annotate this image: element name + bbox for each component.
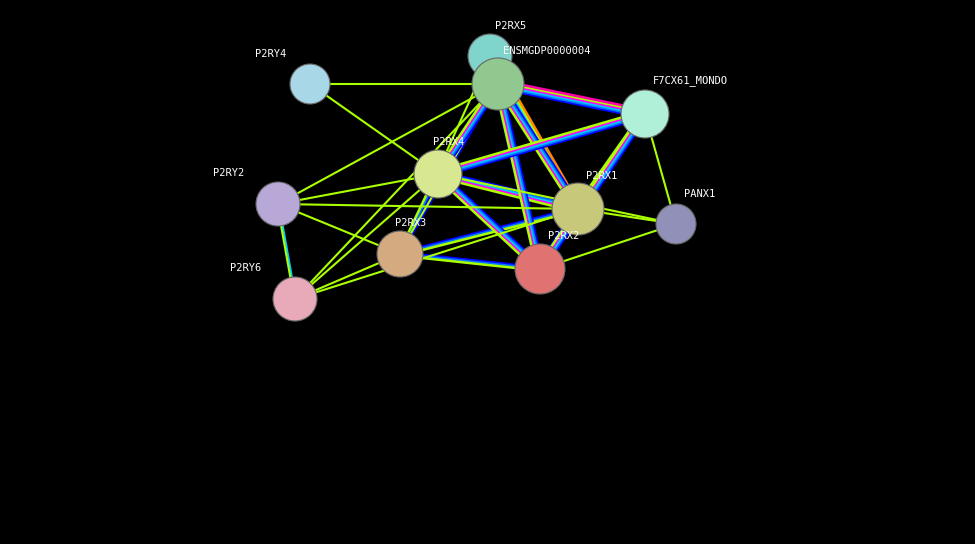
- Text: P2RX5: P2RX5: [495, 21, 526, 31]
- Text: P2RY4: P2RY4: [255, 49, 287, 59]
- Circle shape: [256, 182, 300, 226]
- Circle shape: [621, 90, 669, 138]
- Circle shape: [552, 183, 604, 235]
- Text: P2RX2: P2RX2: [548, 231, 579, 241]
- Text: P2RX3: P2RX3: [395, 218, 426, 228]
- Circle shape: [472, 58, 524, 110]
- Circle shape: [290, 64, 330, 104]
- Text: F7CX61_MONDO: F7CX61_MONDO: [653, 75, 728, 86]
- Text: ENSMGDP0000004: ENSMGDP0000004: [503, 46, 591, 56]
- Text: P2RY6: P2RY6: [230, 263, 261, 273]
- Text: PANX1: PANX1: [684, 189, 716, 199]
- Text: P2RY2: P2RY2: [213, 168, 245, 178]
- Circle shape: [273, 277, 317, 321]
- Text: P2RX4: P2RX4: [433, 137, 464, 147]
- Circle shape: [515, 244, 565, 294]
- Text: P2RX1: P2RX1: [586, 171, 617, 181]
- Circle shape: [414, 150, 462, 198]
- Circle shape: [377, 231, 423, 277]
- Circle shape: [468, 34, 512, 78]
- Circle shape: [656, 204, 696, 244]
